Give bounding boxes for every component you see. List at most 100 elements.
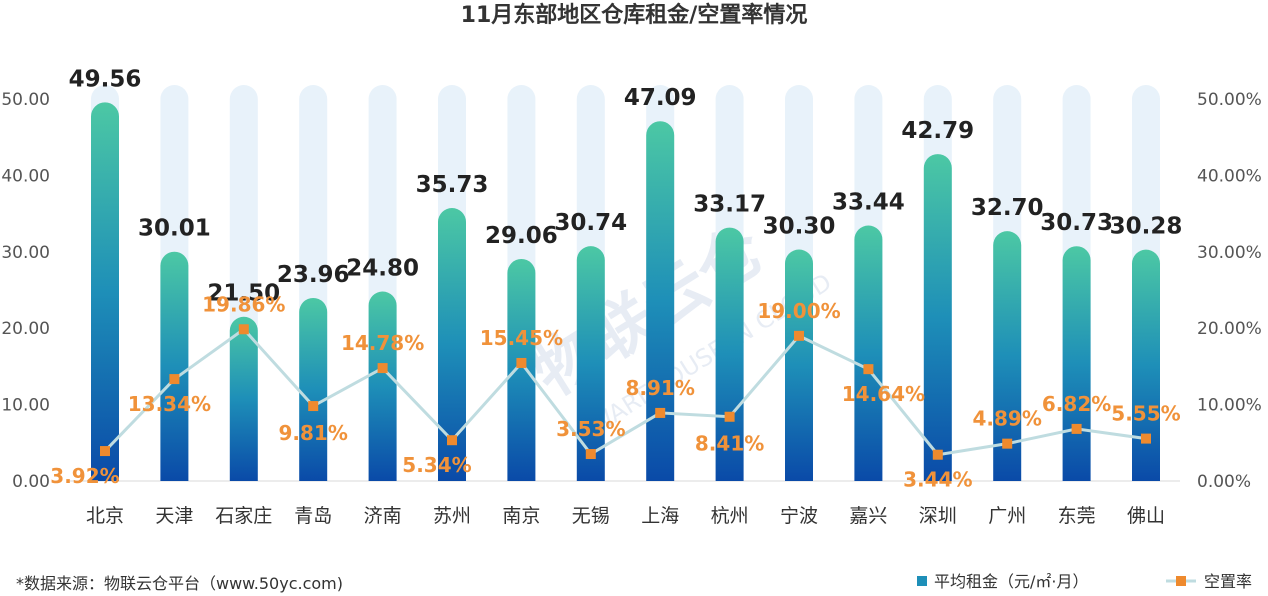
rent-value-label: 30.28	[1110, 214, 1183, 240]
y-left-tick: 30.00	[1, 243, 50, 263]
vacancy-value-label: 9.81%	[279, 421, 348, 445]
category-label: 嘉兴	[849, 505, 887, 527]
rent-bar	[160, 251, 189, 481]
y-left-tick: 40.00	[1, 166, 50, 186]
rent-bar	[368, 291, 397, 481]
y-right-tick: 40.00%	[1197, 166, 1262, 186]
rent-bar	[576, 246, 605, 481]
rent-bar	[1062, 246, 1091, 481]
vacancy-marker	[1002, 438, 1013, 449]
legend-rent-swatch	[917, 576, 927, 586]
rent-value-label: 49.56	[69, 66, 142, 92]
category-label: 石家庄	[215, 505, 272, 527]
vacancy-marker	[377, 363, 388, 374]
rent-bar	[229, 316, 258, 481]
vacancy-value-label: 14.64%	[842, 382, 925, 406]
legend: 平均租金（元/㎡·月） 空置率	[917, 572, 1252, 591]
y-left-tick: 10.00	[1, 396, 50, 416]
y-axis-left: 0.00 10.00 20.00 30.00 40.00 50.00	[1, 90, 50, 492]
rent-bar	[993, 231, 1022, 481]
y-left-tick: 50.00	[1, 90, 50, 110]
rent-value-label: 29.06	[485, 223, 558, 249]
rent-value-label: 30.01	[138, 216, 211, 242]
rent-bar	[91, 102, 119, 481]
vacancy-value-label: 15.45%	[480, 326, 563, 350]
y-right-tick: 50.00%	[1197, 90, 1262, 110]
category-label: 上海	[641, 505, 679, 527]
rent-bar	[785, 249, 813, 481]
vacancy-value-label: 3.92%	[50, 464, 119, 488]
vacancy-value-label: 3.53%	[556, 417, 625, 441]
vacancy-value-label: 14.78%	[341, 331, 424, 355]
rent-value-label: 33.44	[832, 190, 905, 216]
y-right-tick: 20.00%	[1197, 319, 1262, 339]
vacancy-marker	[794, 330, 804, 341]
y-right-tick: 30.00%	[1197, 243, 1262, 263]
category-label: 深圳	[919, 505, 957, 527]
vacancy-value-label: 5.34%	[402, 453, 471, 477]
category-label: 苏州	[433, 505, 471, 527]
rent-value-label: 33.17	[693, 192, 766, 218]
vacancy-marker	[585, 449, 596, 460]
rent-bars	[91, 102, 1160, 481]
vacancy-value-label: 8.41%	[695, 432, 764, 456]
vacancy-value-label: 6.82%	[1042, 392, 1111, 416]
vacancy-value-label: 5.55%	[1111, 402, 1180, 426]
rent-value-label: 23.96	[277, 262, 350, 288]
rent-value-label: 47.09	[624, 85, 697, 111]
rent-value-label: 24.80	[346, 256, 419, 282]
chart-title: 11月东部地区仓库租金/空置率情况	[461, 2, 808, 28]
category-label: 北京	[86, 505, 124, 527]
vacancy-marker	[100, 446, 110, 457]
legend-vacancy-marker	[1176, 576, 1186, 586]
vacancy-polyline	[103, 327, 1147, 457]
vacancy-marker	[1141, 433, 1151, 444]
category-label: 济南	[364, 505, 402, 527]
rent-value-label: 42.79	[901, 118, 974, 144]
y-left-tick: 20.00	[1, 319, 50, 339]
vacancy-marker	[932, 449, 943, 460]
vacancy-marker	[238, 324, 249, 335]
category-labels: 北京 天津 石家庄 青岛 济南 苏州 南京 无锡 上海 杭州 宁波 嘉兴 深圳 广州 东莞 佛山	[86, 505, 1165, 527]
rent-value-label: 30.74	[554, 210, 627, 236]
category-label: 南京	[502, 505, 540, 527]
vacancy-marker	[655, 407, 666, 418]
category-label: 东莞	[1058, 505, 1096, 527]
vacancy-marker	[169, 374, 180, 385]
y-right-tick: 0.00%	[1197, 472, 1251, 492]
rent-value-label: 35.73	[416, 172, 489, 198]
rent-bar	[299, 297, 328, 481]
rent-bar	[438, 208, 466, 481]
vacancy-marker	[447, 435, 457, 446]
rent-bar	[854, 225, 883, 481]
category-label: 宁波	[780, 505, 818, 527]
category-label: 佛山	[1127, 505, 1165, 527]
category-label: 广州	[988, 505, 1026, 527]
rent-value-label: 30.73	[1040, 210, 1113, 236]
rent-bar	[923, 154, 952, 481]
rent-value-label: 21.50	[207, 281, 280, 307]
rent-value-label: 30.30	[763, 214, 836, 240]
vacancy-value-label: 4.89%	[973, 407, 1042, 431]
source-note: *数据来源：物联云仓平台（www.50yc.com)	[16, 574, 343, 593]
vacancy-value-label: 8.91%	[626, 376, 695, 400]
y-left-tick: 0.00	[12, 472, 50, 492]
rent-bar	[646, 121, 675, 481]
rent-bar	[507, 258, 536, 481]
category-label: 青岛	[294, 505, 332, 527]
y-right-tick: 10.00%	[1197, 396, 1262, 416]
vacancy-marker	[516, 357, 527, 368]
legend-vacancy-label: 空置率	[1204, 572, 1252, 591]
rent-value-label: 32.70	[971, 195, 1044, 221]
vacancy-value-label: 19.86%	[202, 292, 285, 316]
y-axis-right: 0.00% 10.00% 20.00% 30.00% 40.00% 50.00%	[1197, 90, 1262, 492]
vacancy-labels: 3.92% 13.34% 19.86% 9.81% 14.78% 5.34% 15.45% 3…	[50, 292, 1180, 491]
vacancy-value-label: 3.44%	[903, 468, 972, 492]
vacancy-marker	[1071, 423, 1082, 434]
vacancy-marker	[863, 364, 874, 375]
rent-bar	[1132, 249, 1160, 481]
category-label: 天津	[155, 505, 193, 527]
category-label: 无锡	[572, 505, 610, 527]
